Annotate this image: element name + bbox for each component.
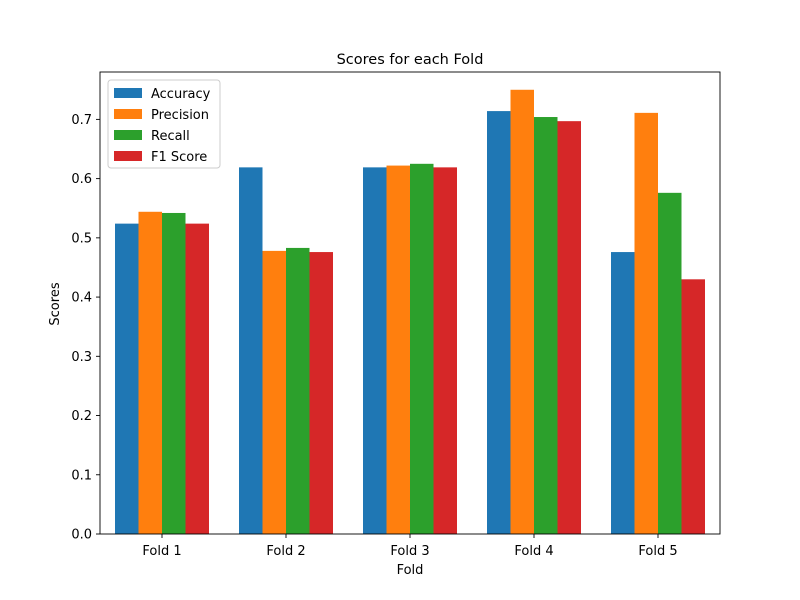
bar-precision-fold-1 (138, 211, 162, 534)
bar-precision-fold-4 (510, 89, 534, 535)
bar-recall-fold-3 (410, 163, 434, 534)
y-tick-label: 0.6 (71, 172, 92, 187)
bar-precision-fold-5 (634, 112, 658, 535)
x-tick-label: Fold 3 (390, 544, 429, 559)
x-tick-label: Fold 5 (638, 544, 677, 559)
bar-recall-fold-1 (162, 212, 186, 534)
bar-recall-fold-4 (534, 117, 558, 535)
bars-group (115, 89, 705, 535)
legend-swatch (114, 151, 142, 161)
y-tick-label: 0.3 (71, 350, 92, 365)
y-axis-label: Scores (48, 282, 63, 325)
y-tick-label: 0.5 (71, 231, 92, 246)
bar-accuracy-fold-5 (611, 252, 635, 534)
bar-accuracy-fold-3 (363, 167, 387, 535)
bar-f1-score-fold-5 (681, 279, 705, 534)
bar-precision-fold-2 (262, 250, 286, 534)
legend-label: Accuracy (151, 87, 211, 102)
x-tick-label: Fold 4 (514, 544, 553, 559)
bar-recall-fold-2 (286, 247, 310, 535)
chart-title: Scores for each Fold (337, 52, 484, 68)
bar-f1-score-fold-3 (433, 167, 457, 535)
x-tick-label: Fold 1 (142, 544, 181, 559)
bar-accuracy-fold-2 (239, 167, 263, 535)
bar-accuracy-fold-4 (487, 111, 511, 534)
x-axis-label: Fold (397, 563, 424, 578)
y-tick-label: 0.1 (71, 468, 92, 483)
axes-group: Fold 1 Fold 2 Fold 3 Fold 4 Fold 5 0.0 0.1 0.2 0… (71, 71, 721, 559)
legend-swatch (114, 88, 142, 98)
y-tick-label: 0.4 (71, 291, 92, 306)
bar-f1-score-fold-2 (309, 252, 333, 534)
y-tick-label: 0.2 (71, 409, 92, 424)
bar-accuracy-fold-1 (115, 223, 139, 534)
y-tick-label: 0.0 (71, 528, 92, 543)
legend: Accuracy Precision Recall F1 Score (107, 79, 221, 169)
legend-label: F1 Score (151, 150, 207, 165)
bar-f1-score-fold-1 (185, 223, 209, 534)
legend-swatch (114, 130, 142, 140)
bar-precision-fold-3 (386, 165, 410, 534)
bar-f1-score-fold-4 (557, 121, 581, 534)
y-tick-label: 0.7 (71, 113, 92, 128)
legend-swatch (114, 109, 142, 119)
legend-box (107, 79, 221, 169)
x-tick-label: Fold 2 (266, 544, 305, 559)
legend-label: Precision (151, 108, 209, 123)
legend-label: Recall (151, 129, 190, 144)
bar-recall-fold-5 (658, 192, 682, 534)
